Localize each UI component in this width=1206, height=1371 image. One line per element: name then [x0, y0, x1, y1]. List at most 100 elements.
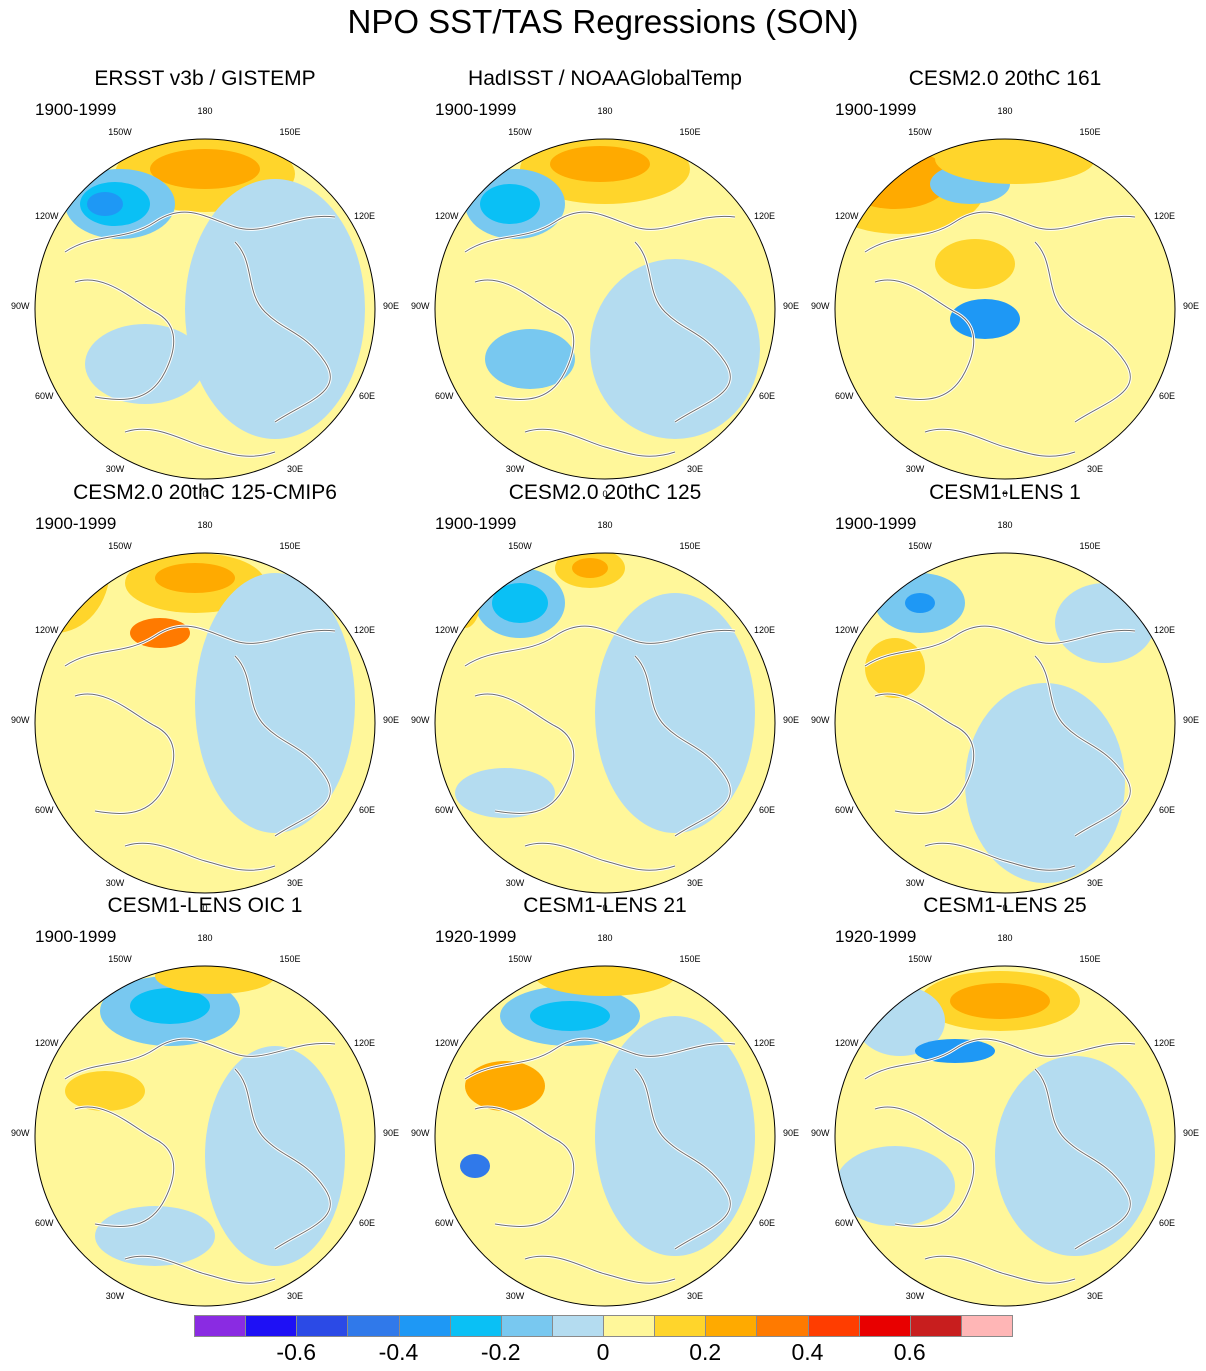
longitude-label: 30E	[287, 1291, 303, 1301]
longitude-label: 0	[1002, 903, 1007, 913]
colorbar-swatch	[398, 1315, 451, 1337]
colorbar-swatch	[449, 1315, 502, 1337]
coastline	[74, 693, 175, 814]
map-boundary	[34, 552, 376, 894]
anomaly-region	[460, 1154, 490, 1178]
longitude-label: 120E	[754, 625, 775, 635]
longitude-label: 0	[202, 903, 207, 913]
colorbar-swatch	[500, 1315, 553, 1337]
coastline	[234, 655, 331, 837]
coastline	[74, 1106, 175, 1227]
longitude-label: 90W	[411, 301, 430, 311]
longitude-label: 150E	[279, 954, 300, 964]
coastline	[634, 1068, 731, 1250]
coastline	[924, 1255, 1076, 1284]
longitude-label: 60W	[35, 391, 54, 401]
map-boundary	[34, 138, 376, 480]
panel-years: 1920-1999	[435, 927, 517, 946]
coastline	[634, 655, 731, 837]
longitude-label: 150W	[108, 541, 132, 551]
anomaly-region	[550, 146, 650, 182]
longitude-label: 90W	[411, 1128, 430, 1138]
longitude-label: 30E	[687, 464, 703, 474]
longitude-label: 90W	[11, 1128, 30, 1138]
longitude-label: 150E	[679, 954, 700, 964]
longitude-label: 30W	[906, 878, 925, 888]
anomaly-region	[465, 1061, 545, 1111]
anomaly-region	[530, 1001, 610, 1031]
longitude-label: 30W	[906, 464, 925, 474]
anomaly-region	[590, 259, 760, 439]
longitude-label: 60W	[435, 1218, 454, 1228]
longitude-label: 120W	[835, 1038, 859, 1048]
coastline	[464, 211, 736, 253]
longitude-label: 30W	[506, 878, 525, 888]
coastline	[234, 1068, 331, 1250]
longitude-label: 30W	[506, 1291, 525, 1301]
polar-map: 180 0 90W 90E 150W 150E 120W 120E 60W 60E 30W 30E	[411, 106, 799, 499]
map-boundary	[434, 552, 776, 894]
panel-years: 1900-1999	[835, 100, 917, 119]
colorbar-swatch	[347, 1315, 400, 1337]
colorbar-swatch	[296, 1315, 349, 1337]
colorbar	[194, 1315, 1013, 1337]
longitude-label: 120W	[435, 211, 459, 221]
anomaly-region	[205, 1046, 345, 1266]
longitude-label: 120E	[1154, 1038, 1175, 1048]
longitude-label: 90E	[383, 1128, 399, 1138]
longitude-label: 30W	[506, 464, 525, 474]
panel-title: ERSST v3b / GISTEMP	[94, 67, 316, 90]
anomaly-region	[995, 1056, 1155, 1256]
longitude-label: 0	[602, 489, 607, 499]
colorbar-tick-label: 0.4	[791, 1339, 824, 1365]
anomaly-region	[195, 573, 355, 833]
map-panel: CESM1-LENS 21 1920-1999 180 0 90W 90E 150W 150E…	[405, 893, 805, 1326]
polar-map: 180 0 90W 90E 150W 150E 120W 120E 60W 60E 30W 30E	[811, 520, 1199, 913]
coastline	[874, 693, 975, 814]
coastline	[64, 625, 336, 667]
coastline	[124, 428, 276, 457]
coastline	[1034, 1068, 1131, 1250]
longitude-label: 60W	[35, 1218, 54, 1228]
longitude-label: 60W	[835, 805, 854, 815]
colorbar-tick-label: 0	[596, 1339, 610, 1365]
longitude-label: 150E	[679, 541, 700, 551]
colorbar-tick-label: -0.2	[480, 1339, 521, 1365]
panel-title: HadISST / NOAAGlobalTemp	[468, 67, 742, 90]
longitude-label: 150W	[508, 127, 532, 137]
anomaly-region	[450, 578, 480, 628]
longitude-label: 120E	[754, 1038, 775, 1048]
longitude-label: 150E	[1079, 954, 1100, 964]
longitude-label: 30W	[106, 1291, 125, 1301]
anomaly-region	[455, 768, 555, 818]
longitude-label: 180	[597, 933, 612, 943]
coastline	[1034, 655, 1131, 837]
longitude-label: 60W	[435, 391, 454, 401]
longitude-label: 150W	[908, 954, 932, 964]
longitude-label: 120W	[435, 1038, 459, 1048]
longitude-label: 90E	[383, 715, 399, 725]
map-boundary	[434, 138, 776, 480]
longitude-label: 90E	[1183, 1128, 1199, 1138]
anomaly-region	[485, 329, 575, 389]
coastline	[474, 1106, 575, 1227]
longitude-label: 60E	[359, 805, 375, 815]
longitude-label: 150W	[508, 541, 532, 551]
polar-map: 180 0 90W 90E 150W 150E 120W 120E 60W 60E 30W 30E	[11, 520, 399, 913]
anomaly-region	[1055, 583, 1155, 663]
coastline	[464, 1038, 736, 1080]
panel-title: CESM1-LENS OIC 1	[107, 894, 303, 917]
map-boundary	[34, 965, 376, 1307]
longitude-label: 60E	[759, 1218, 775, 1228]
coastline	[874, 1106, 975, 1227]
anomaly-region	[492, 583, 548, 623]
longitude-label: 120E	[754, 211, 775, 221]
anomaly-region	[150, 149, 260, 189]
anomaly-region	[85, 324, 205, 404]
coastline	[64, 1038, 336, 1080]
longitude-label: 90E	[783, 715, 799, 725]
anomaly-region	[595, 593, 755, 833]
map-panel: HadISST / NOAAGlobalTemp 1900-1999 180 0 90W…	[405, 66, 805, 499]
coastline	[1034, 241, 1131, 423]
longitude-label: 30E	[1087, 878, 1103, 888]
